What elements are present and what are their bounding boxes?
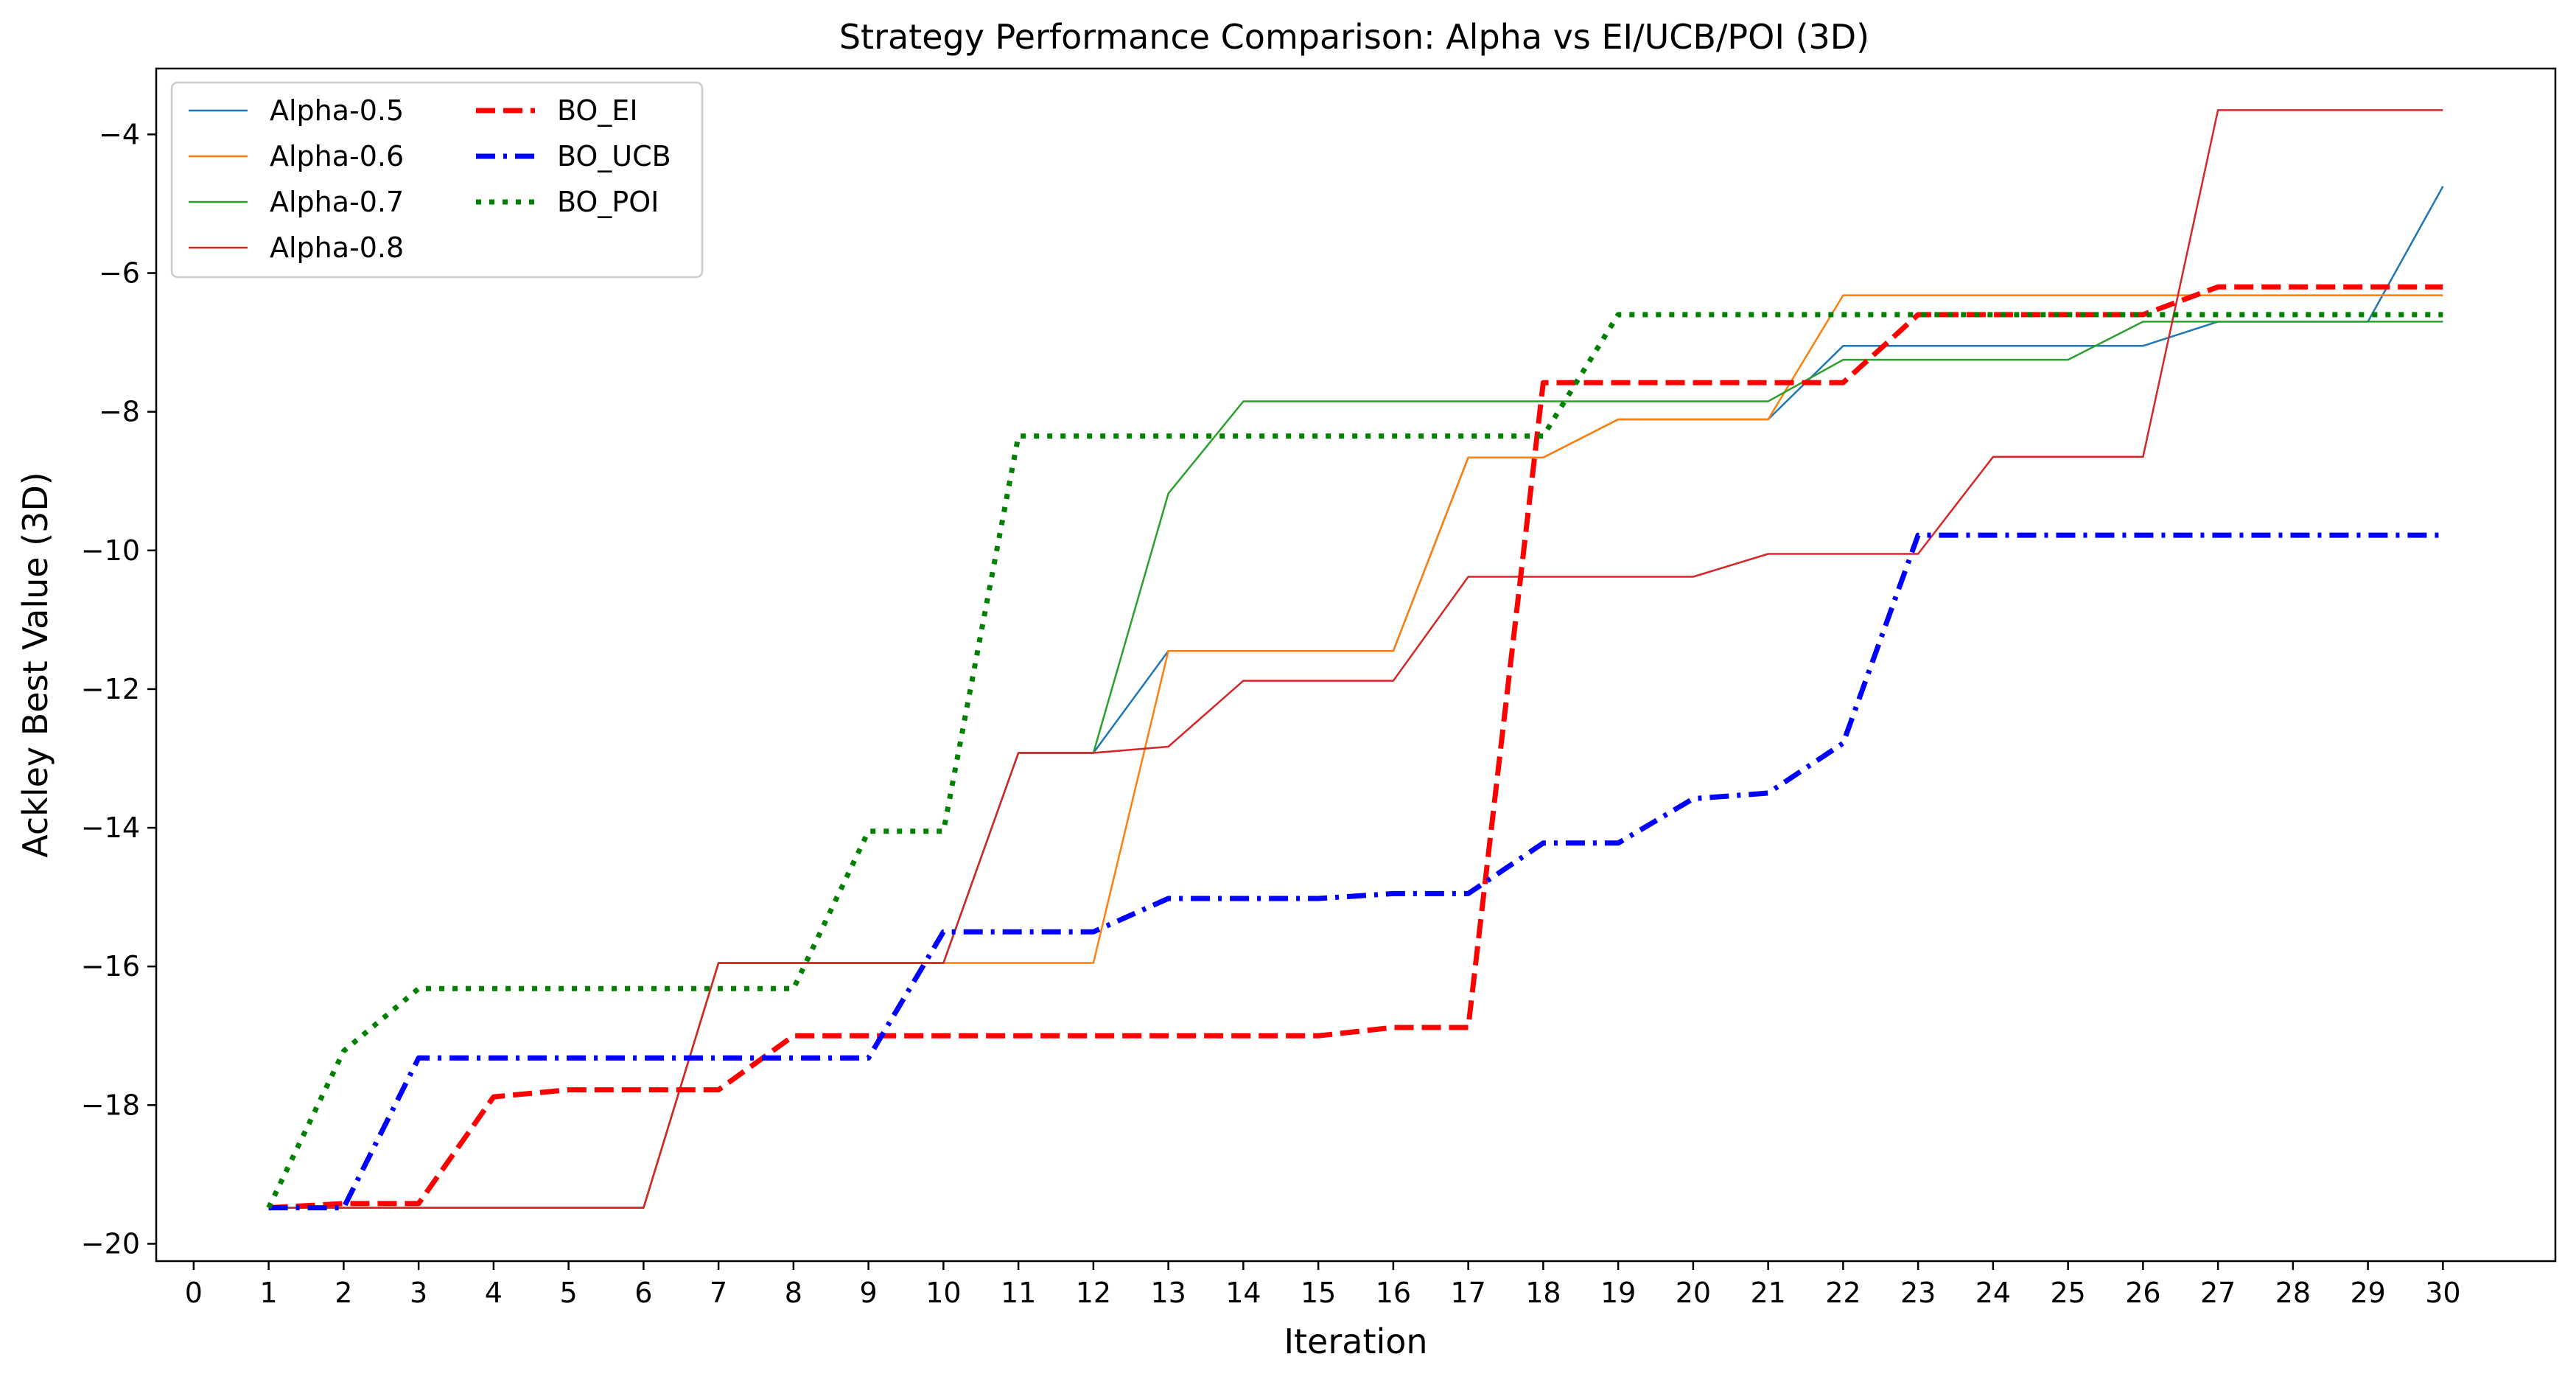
series-line-alpha-0-8	[268, 109, 2443, 1209]
x-tick-label: 21	[1750, 1277, 1785, 1309]
series-line-bo-poi	[266, 312, 2443, 1210]
legend-label: BO_POI	[557, 186, 659, 218]
x-tick-label: 20	[1676, 1277, 1711, 1309]
x-tick-label: 15	[1301, 1277, 1336, 1309]
x-tick-label: 25	[2050, 1277, 2085, 1309]
x-tick-label: 29	[2350, 1277, 2385, 1309]
y-tick-label: −14	[81, 812, 140, 844]
series-line-bo-ucb	[268, 532, 2443, 1211]
x-tick-label: 14	[1225, 1277, 1261, 1309]
x-tick-label: 16	[1376, 1277, 1411, 1309]
y-tick-label: −6	[99, 257, 140, 290]
y-tick-label: −20	[81, 1227, 140, 1260]
x-tick-label: 1	[260, 1277, 278, 1309]
x-tick-label: 28	[2275, 1277, 2311, 1309]
legend-box	[170, 81, 704, 279]
chart-title: Strategy Performance Comparison: Alpha v…	[839, 17, 1869, 57]
x-tick-label: 23	[1900, 1277, 1936, 1309]
y-axis-label: Ackley Best Value (3D)	[15, 472, 55, 858]
x-tick-label: 0	[185, 1277, 203, 1309]
x-tick-label: 9	[860, 1277, 878, 1309]
y-axis: −20 −18 −16 −14 −12 −10 −8 −6 −4	[81, 118, 156, 1260]
x-tick-label: 2	[335, 1277, 352, 1309]
legend-label: Alpha-0.7	[270, 186, 404, 218]
x-tick-label: 5	[560, 1277, 578, 1309]
y-tick-label: −8	[99, 396, 140, 428]
legend-label: Alpha-0.8	[270, 231, 404, 264]
y-tick-label: −12	[81, 673, 140, 705]
plot-frame	[155, 67, 2557, 1263]
x-axis: 0 1 2 3 4 5 6 7 8 9 10 11 12 13 14 15 16 17 18 19 20 21 22 23 24…	[185, 1261, 2461, 1309]
x-axis-label: Iteration	[1284, 1322, 1427, 1361]
x-tick-label: 10	[925, 1277, 961, 1309]
x-tick-label: 6	[634, 1277, 652, 1309]
x-tick-label: 11	[1001, 1277, 1036, 1309]
legend-label: Alpha-0.6	[270, 140, 404, 172]
x-tick-label: 22	[1825, 1277, 1861, 1309]
x-tick-label: 18	[1525, 1277, 1561, 1309]
y-tick-label: −10	[81, 534, 140, 567]
legend-label: BO_UCB	[557, 140, 671, 172]
x-tick-label: 3	[410, 1277, 427, 1309]
y-tick-label: −18	[81, 1089, 140, 1121]
legend-label: Alpha-0.5	[270, 94, 404, 127]
x-tick-label: 8	[785, 1277, 802, 1309]
x-tick-label: 7	[710, 1277, 727, 1309]
x-tick-label: 4	[485, 1277, 503, 1309]
y-tick-label: −4	[99, 118, 140, 150]
x-tick-label: 12	[1076, 1277, 1111, 1309]
x-tick-label: 27	[2200, 1277, 2236, 1309]
legend-label: BO_EI	[557, 94, 638, 127]
x-tick-label: 13	[1150, 1277, 1186, 1309]
x-tick-label: 24	[1975, 1277, 2011, 1309]
x-tick-label: 19	[1600, 1277, 1636, 1309]
y-tick-label: −16	[81, 950, 140, 983]
x-tick-label: 30	[2425, 1277, 2460, 1309]
plot-area	[266, 109, 2444, 1211]
legend: Alpha-0.5 Alpha-0.6 Alpha-0.7 Alpha-0.8 BO_E…	[170, 81, 704, 279]
x-tick-label: 17	[1450, 1277, 1485, 1309]
x-tick-label: 26	[2125, 1277, 2160, 1309]
